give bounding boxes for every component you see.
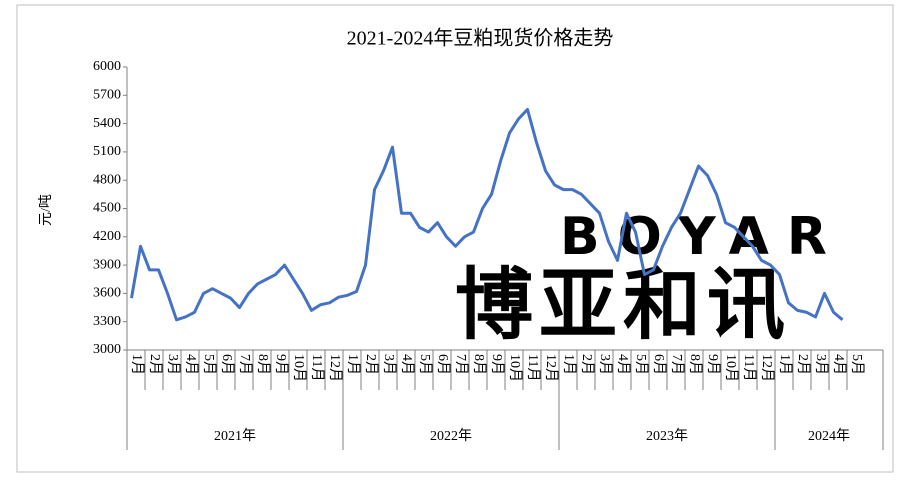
x-tick-label: 11月 [741,354,757,381]
group-label: 2022年 [430,428,472,444]
x-tick-label: 10月 [291,354,307,382]
x-tick-label: 9月 [489,354,505,375]
x-tick-label: 9月 [705,354,721,375]
y-axis-label: 元/吨 [38,194,54,226]
x-tick-label: 12月 [543,354,559,382]
x-tick-label: 2月 [363,354,379,375]
x-tick-label: 3月 [813,354,829,375]
y-tick-label: 5100 [93,144,121,159]
x-tick-label: 8月 [255,354,271,375]
x-tick-label: 1月 [129,354,145,375]
x-tick-label: 6月 [219,354,235,375]
y-tick-label: 4500 [93,201,121,216]
group-label: 2023年 [646,428,688,444]
x-tick-label: 5月 [633,354,649,375]
y-tick-label: 5700 [93,88,121,103]
x-tick-label: 2月 [579,354,595,375]
x-tick-label: 7月 [237,354,253,375]
y-tick-label: 5400 [93,116,121,131]
x-tick-label: 12月 [759,354,775,382]
x-tick-label: 11月 [525,354,541,381]
chart-title: 2021-2024年豆粕现货价格走势 [347,27,614,50]
x-tick-label: 12月 [327,354,343,382]
x-tick-label: 6月 [435,354,451,375]
y-tick-label: 3600 [93,286,121,301]
price-line [130,107,844,322]
y-tick-label: 3300 [93,314,121,329]
y-tick-label: 3000 [93,342,121,357]
x-tick-label: 8月 [471,354,487,375]
y-tick-label: 4800 [93,172,121,187]
x-tick-label: 2月 [147,354,163,375]
x-tick-label: 1月 [777,354,793,375]
y-tick-label: 3900 [93,257,121,272]
x-tick-label: 5月 [201,354,217,375]
x-tick-label: 10月 [723,354,739,382]
x-tick-label: 6月 [651,354,667,375]
x-tick-label: 10月 [507,354,523,382]
group-label: 2024年 [808,428,850,444]
x-tick-label: 4月 [831,354,847,375]
watermark: 博亚和讯 [455,260,791,350]
x-tick-label: 4月 [399,354,415,375]
watermark: BOYAR [560,207,845,267]
x-tick-label: 1月 [345,354,361,375]
x-tick-label: 3月 [381,354,397,375]
y-tick-label: 6000 [93,59,121,74]
x-tick-label: 3月 [165,354,181,375]
x-tick-label: 8月 [687,354,703,375]
x-tick-label: 4月 [183,354,199,375]
x-tick-label: 3月 [597,354,613,375]
x-tick-label: 2月 [795,354,811,375]
y-tick-label: 4200 [93,229,121,244]
x-tick-label: 1月 [561,354,577,375]
x-tick-label: 9月 [273,354,289,375]
x-tick-label: 11月 [309,354,325,381]
x-tick-label: 5月 [849,354,865,375]
x-tick-label: 5月 [417,354,433,375]
group-label: 2021年 [214,428,256,444]
x-tick-label: 4月 [615,354,631,375]
x-tick-label: 7月 [669,354,685,375]
x-tick-label: 7月 [453,354,469,375]
